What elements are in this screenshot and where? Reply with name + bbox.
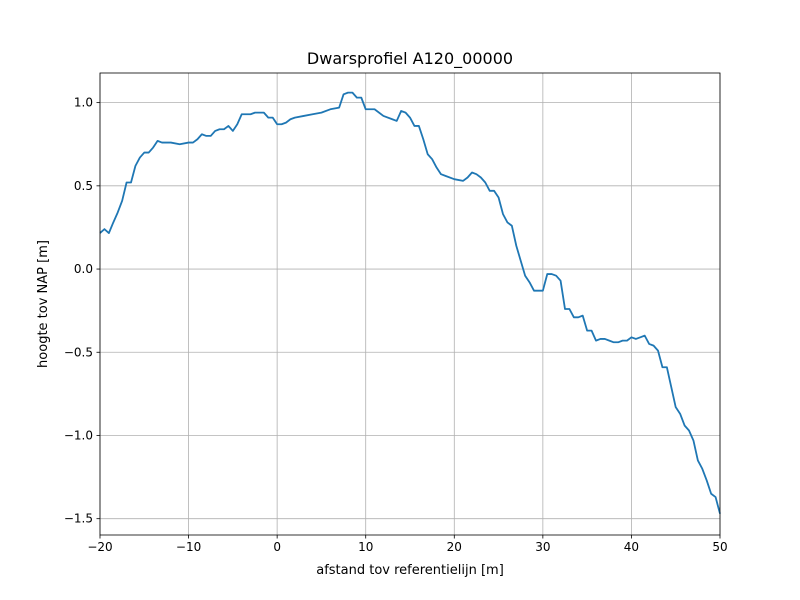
- x-tick-label: 40: [624, 540, 639, 554]
- y-tick-label: 0.0: [74, 262, 93, 276]
- y-tick-label: −1.0: [64, 428, 93, 442]
- grid: [99, 73, 721, 535]
- axes-frame: [99, 72, 721, 536]
- y-tick-label: 1.0: [74, 96, 93, 110]
- y-axis-label: hoogte tov NAP [m]: [36, 240, 51, 368]
- chart-title: Dwarsprofiel A120_00000: [307, 49, 513, 69]
- x-tick-label: −10: [176, 540, 201, 554]
- plot-area: [99, 91, 721, 514]
- x-tick-label: 20: [447, 540, 462, 554]
- y-tick-label: 0.5: [74, 179, 93, 193]
- x-axis-label: afstand tov referentielijn [m]: [316, 563, 504, 578]
- x-tick-label: 10: [358, 540, 373, 554]
- y-tick-label: −0.5: [64, 345, 93, 359]
- x-tick-label: 0: [273, 540, 281, 554]
- x-tick-label: 30: [535, 540, 550, 554]
- x-tick-label: −20: [87, 540, 112, 554]
- data-line: [99, 91, 721, 514]
- ticks: −20 −10 0 10 20 30 40 50 −1.5 −1.0 −0.5 0.0 0.5 1.0: [64, 96, 728, 554]
- y-tick-label: −1.5: [64, 512, 93, 526]
- x-tick-label: 50: [712, 540, 727, 554]
